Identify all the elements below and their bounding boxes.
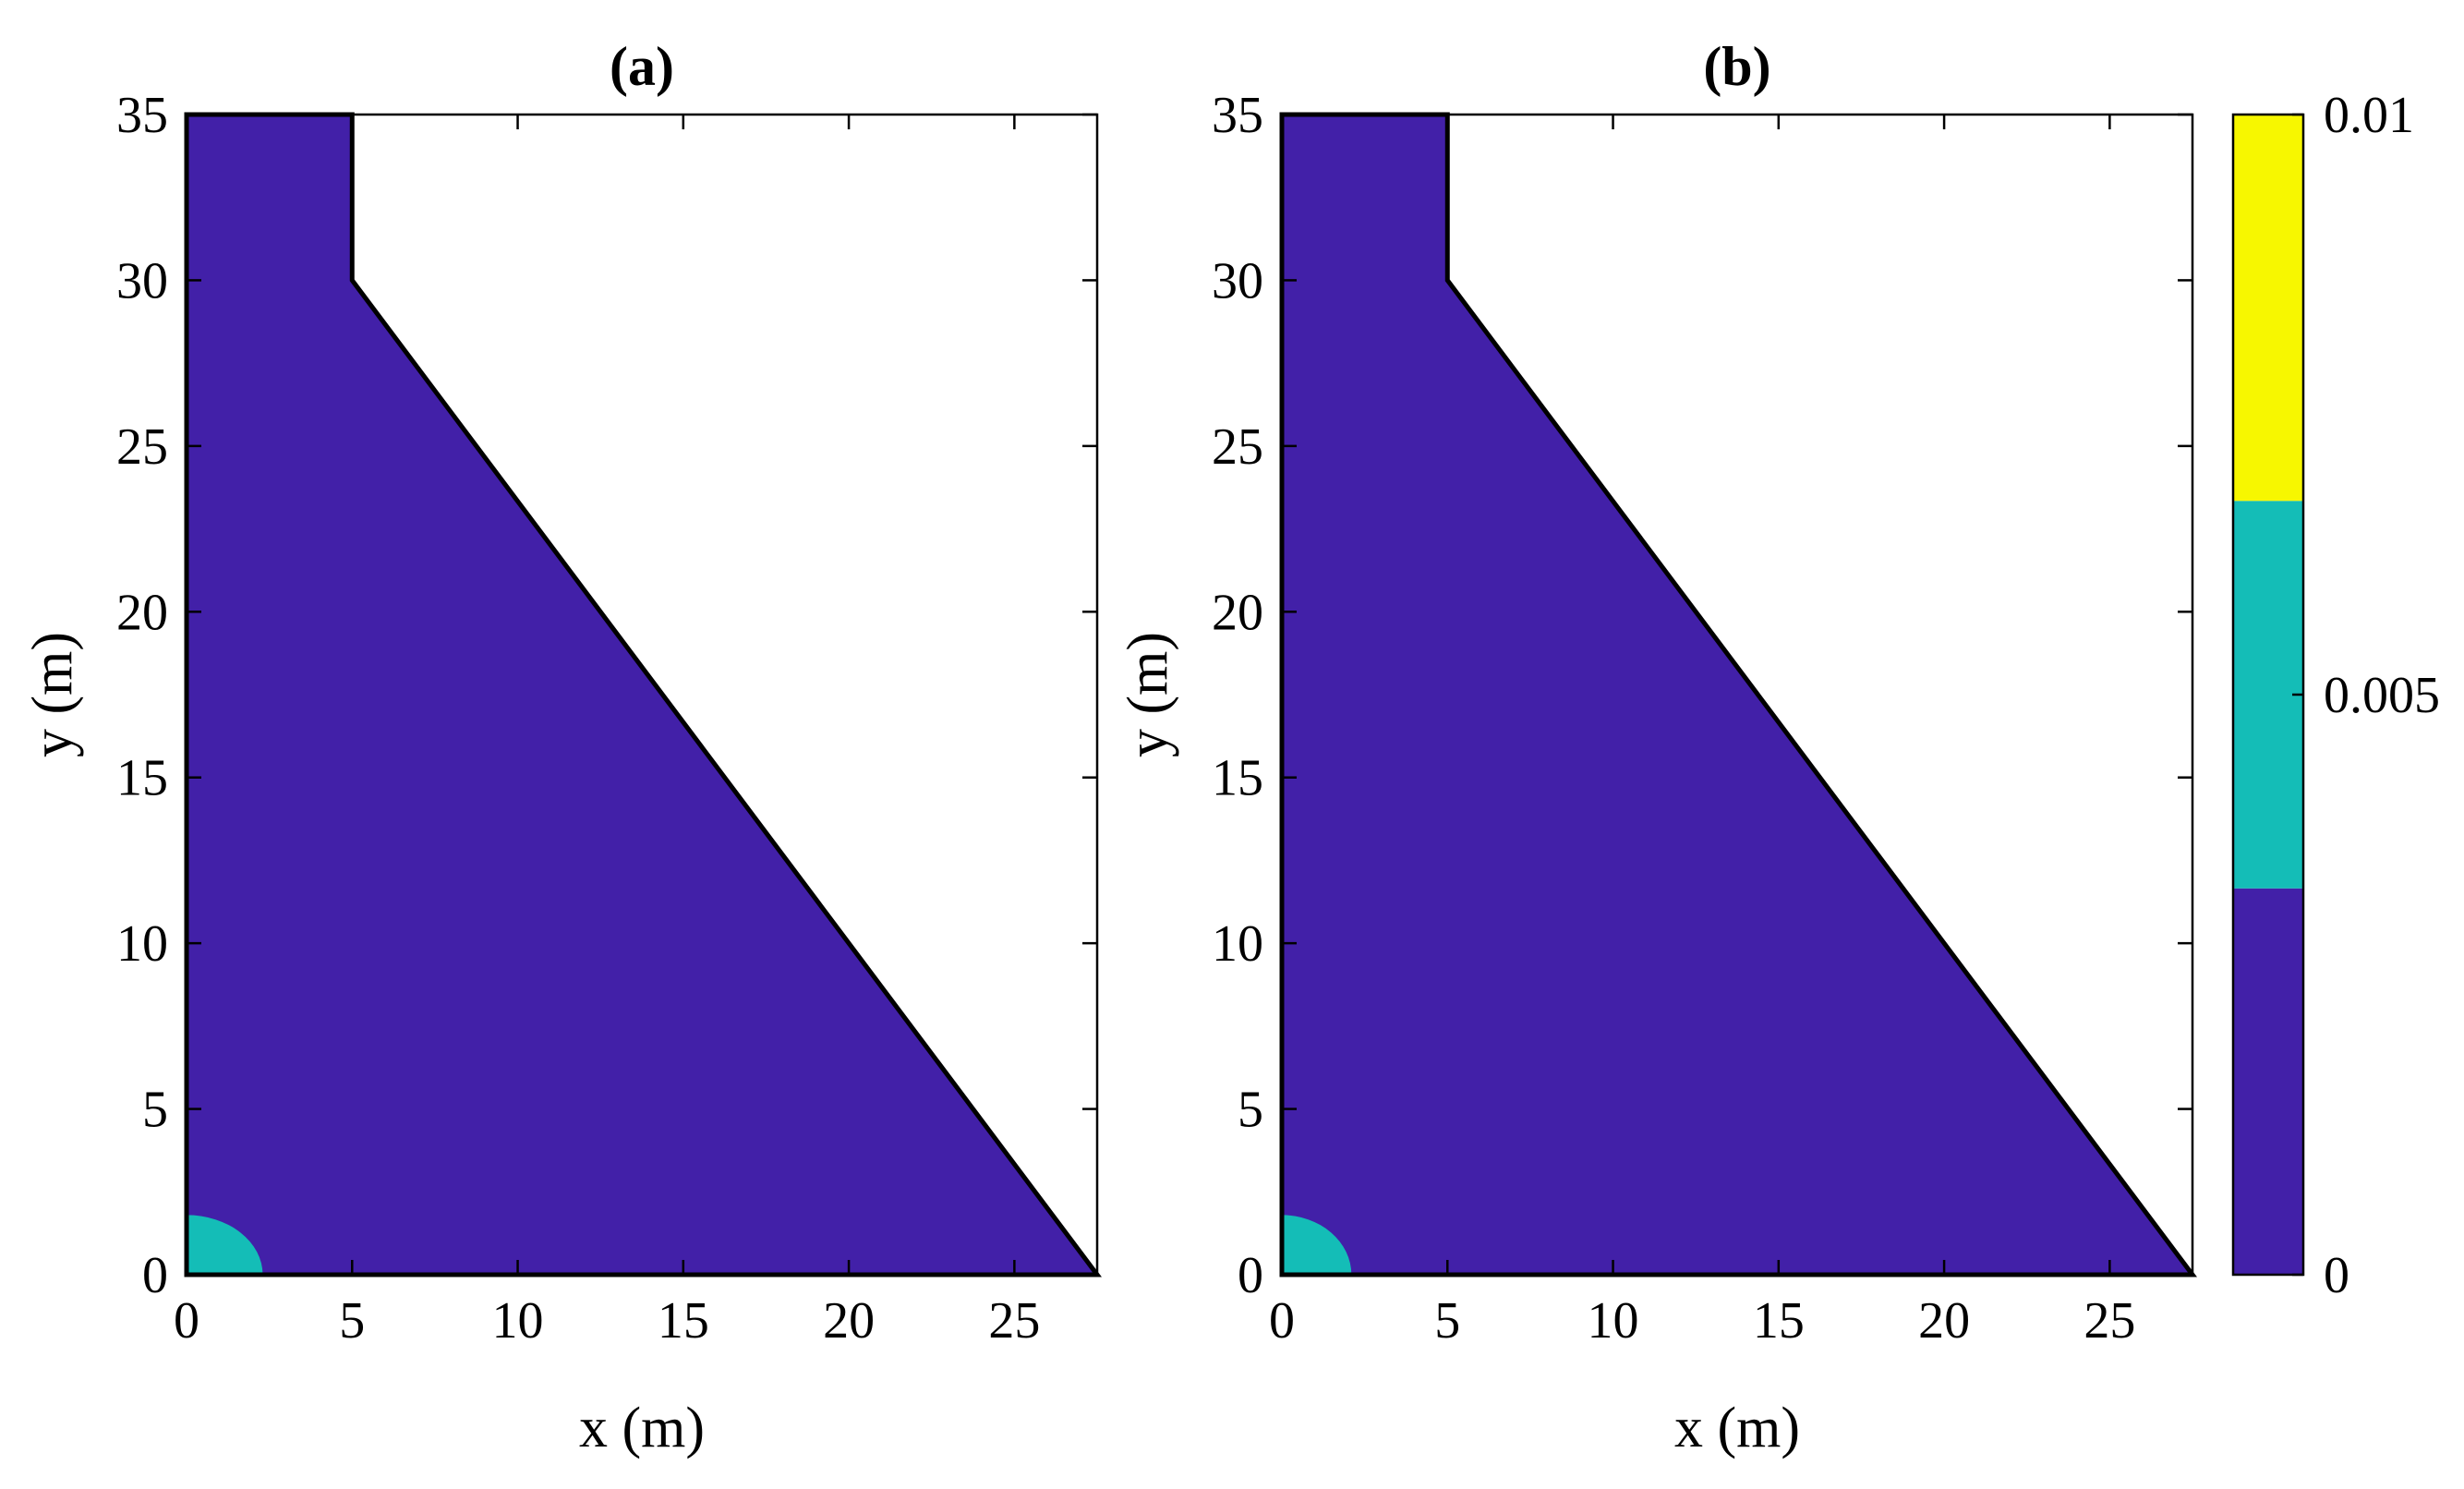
colorbar-tick-label: 0 [2324, 1247, 2349, 1304]
y-tick-label: 15 [116, 750, 168, 807]
panel-title: (a) [610, 36, 674, 97]
x-axis-label: x (m) [1674, 1397, 1800, 1459]
x-tick-label: 25 [988, 1292, 1040, 1350]
panel-title: (b) [1703, 36, 1770, 97]
colorbar-tick-label: 0.005 [2324, 667, 2440, 724]
x-axis-label: x (m) [579, 1397, 705, 1459]
x-tick-label: 0 [1269, 1292, 1295, 1350]
contour-region-low [187, 115, 1097, 1275]
domain-outline [184, 112, 1102, 1277]
domain-outline [1279, 112, 2197, 1277]
y-tick-label: 20 [1212, 584, 1263, 641]
y-tick-label: 15 [1212, 750, 1263, 807]
contour-region-mid [187, 1215, 263, 1275]
x-tick-label: 20 [823, 1292, 875, 1350]
x-tick-label: 15 [1753, 1292, 1805, 1350]
y-tick-label: 30 [1212, 252, 1263, 309]
panel-a: 0 5 10 15 20 25 0 5 10 15 20 25 30 35 (a) x (m) y (m) [21, 36, 1102, 1459]
y-tick-label: 5 [1238, 1082, 1263, 1139]
x-tick-label: 25 [2084, 1292, 2135, 1350]
x-tick-label: 0 [174, 1292, 199, 1350]
x-tick-label: 10 [492, 1292, 544, 1350]
y-axis-label: y (m) [1117, 632, 1179, 757]
contour-region-low [1282, 115, 2192, 1275]
y-tick-label: 10 [1212, 915, 1263, 973]
y-tick-label: 35 [1212, 87, 1263, 144]
x-tick-label: 5 [1434, 1292, 1460, 1350]
colorbar-band [2233, 115, 2303, 502]
y-tick-label: 30 [116, 252, 168, 309]
y-tick-label: 10 [116, 915, 168, 973]
y-tick-label: 35 [116, 87, 168, 144]
y-tick-label: 5 [142, 1082, 168, 1139]
colorbar-band [2233, 501, 2303, 889]
contour-region-mid [1282, 1215, 1352, 1275]
x-tick-label: 5 [339, 1292, 365, 1350]
colorbar-tick-label: 0.01 [2324, 87, 2414, 144]
x-tick-label: 15 [658, 1292, 709, 1350]
x-tick-label: 20 [1918, 1292, 1970, 1350]
y-tick-label: 0 [1238, 1247, 1263, 1304]
panel-b: 0 5 10 15 20 25 0 5 10 15 20 25 30 35 (b) x (m) y (m) [1117, 36, 2197, 1459]
colorbar-band [2233, 888, 2303, 1275]
y-tick-label: 20 [116, 584, 168, 641]
colorbar: 0 0.005 0.01 [2231, 87, 2440, 1304]
y-tick-label: 25 [116, 418, 168, 476]
y-axis-label: y (m) [21, 632, 84, 757]
y-tick-label: 25 [1212, 418, 1263, 476]
y-tick-label: 0 [142, 1247, 168, 1304]
x-tick-label: 10 [1588, 1292, 1639, 1350]
